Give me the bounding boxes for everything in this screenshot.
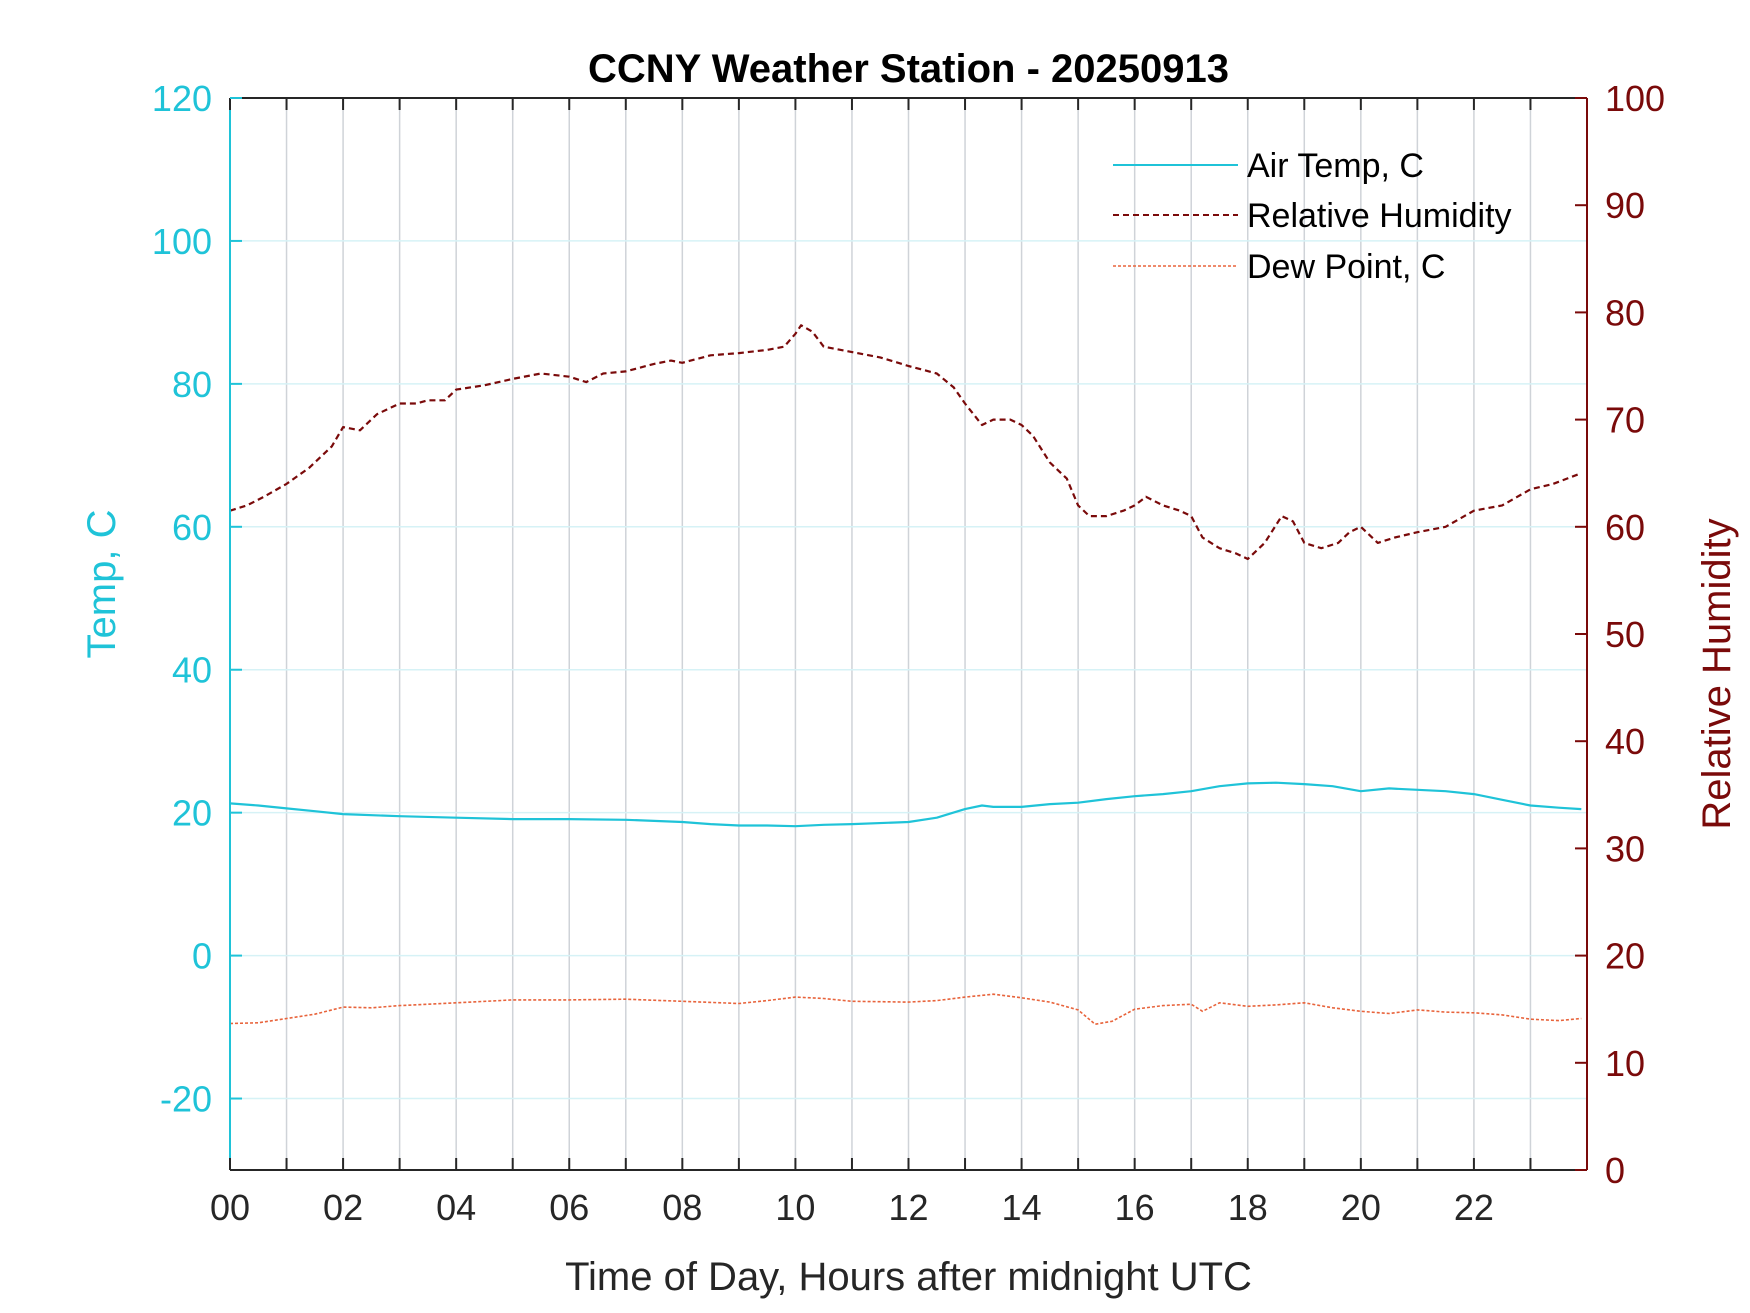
y-left-tick-label: 80: [172, 364, 212, 405]
y-left-tick-label: 60: [172, 507, 212, 548]
y-right-tick-label: 30: [1605, 828, 1645, 869]
series-air-temp-line: [229, 781, 1582, 828]
y-right-tick-label: 0: [1605, 1150, 1625, 1191]
y-right-tick-label: 20: [1605, 936, 1645, 977]
x-tick-label: 00: [210, 1187, 250, 1228]
y-left-tick-label: 0: [192, 936, 212, 977]
x-tick-label: 22: [1454, 1187, 1494, 1228]
x-tick-label: 02: [323, 1187, 363, 1228]
legend-entry-dew-point: Dew Point, C: [1247, 248, 1445, 286]
x-tick-label: 04: [436, 1187, 476, 1228]
y-right-tick-label: 70: [1605, 400, 1645, 441]
x-tick-label: 10: [775, 1187, 815, 1228]
x-axis-label: Time of Day, Hours after midnight UTC: [565, 1255, 1252, 1299]
y-right-tick-label: 80: [1605, 292, 1645, 333]
x-tick-label: 14: [1002, 1187, 1042, 1228]
x-tick-label: 12: [888, 1187, 928, 1228]
x-tick-label: 20: [1341, 1187, 1381, 1228]
series-relative-humidity-line: [229, 324, 1582, 561]
y-right-tick-label: 50: [1605, 614, 1645, 655]
y-left-tick-label: 120: [152, 78, 212, 119]
y-axis-left-label: Temp, C: [80, 510, 124, 659]
y-left-tick-label: 100: [152, 221, 212, 262]
plot-series: [229, 324, 1582, 1025]
y-axis-right-label: Relative Humidity: [1695, 518, 1739, 829]
x-tick-label: 08: [662, 1187, 702, 1228]
y-left-tick-label: -20: [160, 1079, 212, 1120]
y-right-tick-label: 90: [1605, 185, 1645, 226]
y-left-tick-label: 20: [172, 793, 212, 834]
y-right-tick-label: 10: [1605, 1043, 1645, 1084]
grid: [230, 98, 1587, 1170]
legend-entry-relative-humidity: Relative Humidity: [1247, 197, 1512, 235]
y-right-tick-label: 100: [1605, 78, 1665, 119]
x-tick-label: 16: [1115, 1187, 1155, 1228]
chart-title: CCNY Weather Station - 20250913: [588, 47, 1229, 91]
x-tick-label: 06: [549, 1187, 589, 1228]
tick-marks: [229, 97, 1587, 1171]
y-left-tick-label: 40: [172, 650, 212, 691]
y-right-tick-label: 40: [1605, 721, 1645, 762]
legend: Air Temp, C Relative Humidity Dew Point,…: [1113, 147, 1512, 286]
legend-entry-air-temp: Air Temp, C: [1247, 147, 1424, 185]
tick-labels: 00 02 04 06 08 10 12 14 16 18 20 22-200204060801001…: [152, 78, 1665, 1228]
y-right-tick-label: 60: [1605, 507, 1645, 548]
x-tick-label: 18: [1228, 1187, 1268, 1228]
series-dew-point-line: [229, 993, 1582, 1025]
